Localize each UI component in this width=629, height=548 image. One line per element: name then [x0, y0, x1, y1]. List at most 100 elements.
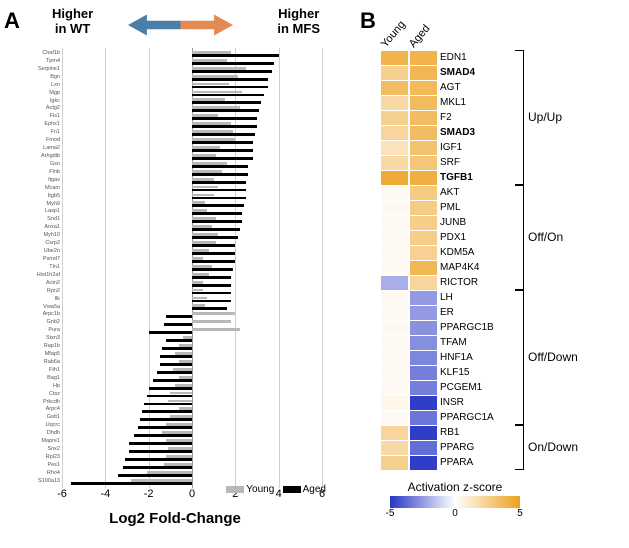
- bar-aged: [192, 284, 231, 287]
- heatmap-row-label: AKT: [440, 185, 459, 200]
- bar-aged: [192, 292, 231, 295]
- bar-aged: [125, 458, 192, 461]
- gene-label: Dhdh: [18, 430, 60, 438]
- gene-label: Chaf1b: [18, 50, 60, 58]
- bar-aged: [192, 165, 248, 168]
- gene-label: S100a13: [18, 478, 60, 486]
- bar-row: Arpc1b: [62, 311, 322, 319]
- bar-aged: [192, 125, 257, 128]
- bar-row: Rpn2: [62, 288, 322, 296]
- bar-aged: [192, 189, 246, 192]
- bar-row: Snd1: [62, 216, 322, 224]
- heatmap-row-label: PPARGC1B: [440, 320, 494, 335]
- heatmap-row: IGF1: [380, 140, 610, 155]
- bar-aged: [192, 268, 233, 271]
- heatmap-cell: [380, 185, 409, 201]
- bar-row: Itgb5: [62, 193, 322, 201]
- bar-aged: [192, 252, 235, 255]
- bar-aged: [149, 331, 192, 334]
- heatmap-cell: [380, 305, 409, 321]
- direction-arrow-icon: [128, 10, 233, 40]
- heatmap-row: MAP4K4: [380, 260, 610, 275]
- heatmap-cell: [380, 155, 409, 171]
- gene-label: Ube2n: [18, 248, 60, 256]
- heatmap-row: EDN1: [380, 50, 610, 65]
- col-header: Young: [379, 19, 408, 50]
- bar-row: Snx2: [62, 446, 322, 454]
- bar-aged: [144, 403, 192, 406]
- gene-label: Rab6a: [18, 359, 60, 367]
- heatmap-cell: [380, 395, 409, 411]
- heatmap-cell: [409, 410, 438, 426]
- heatmap-cell: [409, 185, 438, 201]
- bar-row: Actg2: [62, 105, 322, 113]
- heatmap-row: KDM5A: [380, 245, 610, 260]
- gene-label: Rho4: [18, 470, 60, 478]
- gene-label: Gnb2: [18, 319, 60, 327]
- bar-row: Bgn: [62, 74, 322, 82]
- heatmap-cell: [409, 125, 438, 141]
- arrow-left-label: Higherin WT: [52, 6, 93, 36]
- bar-row: Rpl23: [62, 454, 322, 462]
- gene-label: Arpc1b: [18, 311, 60, 319]
- bar-row: Bag1: [62, 375, 322, 383]
- gene-label: Actg2: [18, 105, 60, 113]
- heatmap-cell: [409, 320, 438, 336]
- gene-label: Ilk: [18, 296, 60, 304]
- heatmap-row-label: SRF: [440, 155, 460, 170]
- heatmap-row: SMAD3: [380, 125, 610, 140]
- bar-aged: [192, 212, 242, 215]
- bar-row: Psmd7: [62, 256, 322, 264]
- bar-aged: [192, 133, 255, 136]
- bar-row: Anxa1: [62, 224, 322, 232]
- bar-aged: [192, 157, 253, 160]
- bar-aged: [149, 387, 192, 390]
- gene-label: Prkcdh: [18, 399, 60, 407]
- gene-label: Ctsz: [18, 391, 60, 399]
- bar-aged: [192, 228, 240, 231]
- heatmap-row-label: INSR: [440, 395, 464, 410]
- bar-aged: [147, 395, 193, 398]
- arrow-label-row: Higherin WT Higherin MFS: [20, 6, 330, 46]
- bar-row: Myh10: [62, 232, 322, 240]
- gene-label: Stxn3: [18, 335, 60, 343]
- bar-aged: [192, 244, 235, 247]
- heatmap-cell: [380, 410, 409, 426]
- bar-aged: [192, 70, 272, 73]
- legend-swatch-aged: [283, 486, 301, 493]
- heatmap-row: JUNB: [380, 215, 610, 230]
- gene-label: Myh9: [18, 201, 60, 209]
- heatmap-cell: [380, 200, 409, 216]
- heatmap-row: PML: [380, 200, 610, 215]
- bar-row: Mgp: [62, 90, 322, 98]
- gene-label: Pes1: [18, 462, 60, 470]
- heatmap-row: AGT: [380, 80, 610, 95]
- bar-chart: Chaf1bTpm4Serpine1BgnLxnMgpIgkcActg2Fis1…: [20, 48, 330, 488]
- bar-aged: [166, 315, 192, 318]
- heatmap-row: PPARGC1A: [380, 410, 610, 425]
- gene-label: Mcam: [18, 185, 60, 193]
- bar-aged: [160, 355, 193, 358]
- bar-aged: [192, 220, 242, 223]
- bar-aged: [192, 86, 268, 89]
- bar-aged: [123, 466, 192, 469]
- heatmap-cell: [380, 125, 409, 141]
- gene-label: Actn2: [18, 280, 60, 288]
- group-bracket: [515, 185, 524, 290]
- gene-label: Hp: [18, 383, 60, 391]
- heatmap-cell: [409, 50, 438, 66]
- heatmap-cell: [409, 335, 438, 351]
- heatmap-row-label: KDM5A: [440, 245, 474, 260]
- colorbar-tick: 0: [452, 508, 458, 519]
- bar-row: Lama2: [62, 145, 322, 153]
- bar-aged: [138, 426, 192, 429]
- bar-young: [192, 328, 240, 331]
- panel-a: Higherin WT Higherin MFS Chaf1bTpm4Serpi…: [20, 6, 330, 536]
- gene-label: Tpm4: [18, 58, 60, 66]
- bar-aged: [142, 410, 192, 413]
- bar-row: Serpine1: [62, 66, 322, 74]
- legend-label-young: Young: [246, 484, 274, 495]
- gene-label: Bgn: [18, 74, 60, 82]
- gene-label: Ephx1: [18, 121, 60, 129]
- heatmap-cell: [380, 260, 409, 276]
